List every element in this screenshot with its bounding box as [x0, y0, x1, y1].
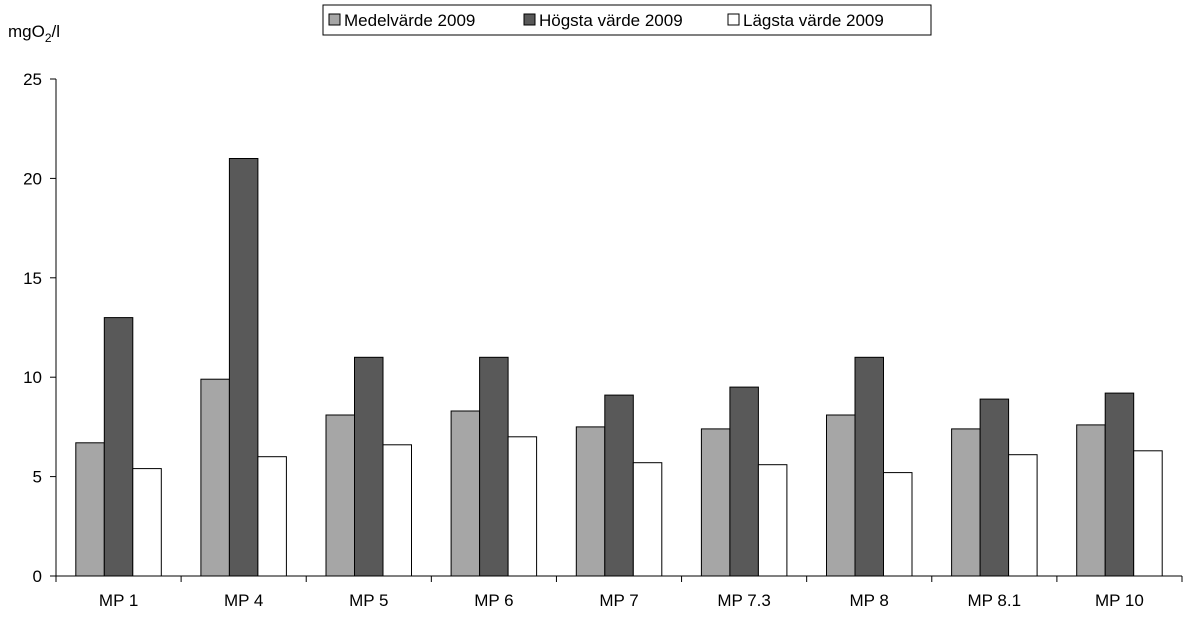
bar-medelvärde-mp-7-3 [700, 428, 731, 577]
bar-lägsta-mp-8-1 [1008, 454, 1038, 577]
legend-swatch [328, 13, 341, 26]
y-tick-label: 25 [23, 70, 42, 89]
bar-medelvärde-mp-1 [75, 442, 105, 577]
x-tick-label: MP 7.3 [717, 591, 771, 610]
x-tick-label: MP 1 [99, 591, 138, 610]
bar-högsta-mp-1 [103, 317, 134, 577]
bar-lägsta-mp-8 [883, 472, 913, 577]
bar-medelvärde-mp-5 [325, 414, 355, 577]
y-tick-label: 20 [23, 169, 42, 188]
bar-medelvärde-mp-10 [1076, 424, 1106, 577]
bar-högsta-mp-6 [479, 356, 509, 577]
bar-medelvärde-mp-6 [450, 410, 481, 577]
bar-lägsta-mp-5 [382, 444, 412, 577]
x-tick-label: MP 5 [349, 591, 388, 610]
bar-lägsta-mp-6 [507, 436, 538, 577]
bar-lägsta-mp-4 [257, 456, 287, 577]
bar-medelvärde-mp-8 [826, 414, 856, 577]
y-tick-label: 5 [33, 468, 42, 487]
bar-lägsta-mp-10 [1133, 450, 1163, 577]
bar-högsta-mp-7 [604, 394, 634, 577]
legend-swatch [523, 13, 536, 26]
legend: Medelvärde 2009 Högsta värde 2009 Lägsta v… [322, 4, 932, 36]
bar-medelvärde-mp-8-1 [951, 428, 981, 577]
x-labels-group: MP 1 MP 4 MP 5 MP 6 MP 7 MP 7.3 MP 8 MP 8.1 MP 1… [99, 591, 1144, 610]
bars-group [75, 158, 1163, 577]
y-ticks-group: 0 5 10 15 20 25 [23, 70, 56, 586]
bar-högsta-mp-8-1 [979, 398, 1010, 577]
axes-group [55, 79, 1183, 582]
bar-högsta-mp-7-3 [729, 386, 759, 577]
bar-lägsta-mp-7-3 [757, 464, 788, 577]
bar-lägsta-mp-7 [632, 462, 663, 577]
legend-box [322, 4, 932, 36]
bar-medelvärde-mp-4 [200, 378, 230, 577]
x-tick-label: MP 10 [1095, 591, 1144, 610]
legend-label: Högsta värde 2009 [539, 11, 683, 30]
x-tick-label: MP 4 [224, 591, 263, 610]
x-tick-label: MP 6 [474, 591, 513, 610]
legend-swatch [727, 13, 740, 26]
legend-label: Medelvärde 2009 [344, 11, 475, 30]
x-tick-label: MP 8 [850, 591, 889, 610]
y-tick-label: 15 [23, 269, 42, 288]
bar-högsta-mp-10 [1104, 392, 1135, 577]
bar-högsta-mp-4 [228, 158, 259, 577]
y-tick-label: 0 [33, 567, 42, 586]
y-tick-label: 10 [23, 368, 42, 387]
y-axis-label: mgO2/l [8, 22, 60, 45]
legend-label: Lägsta värde 2009 [743, 11, 884, 30]
x-tick-label: MP 8.1 [968, 591, 1022, 610]
bar-högsta-mp-5 [354, 356, 384, 577]
bar-medelvärde-mp-7 [575, 426, 606, 577]
bar-högsta-mp-8 [854, 356, 884, 577]
x-tick-label: MP 7 [599, 591, 638, 610]
bar-lägsta-mp-1 [132, 468, 162, 577]
